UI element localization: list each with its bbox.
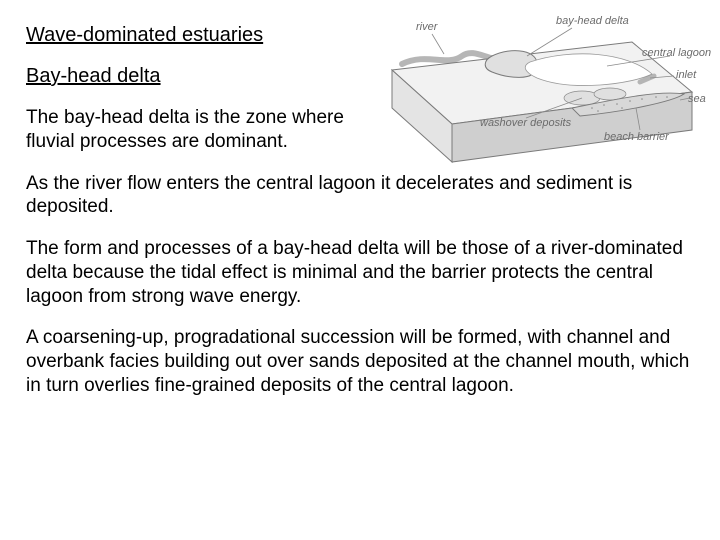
paragraph-1: The bay-head delta is the zone where flu…	[26, 106, 386, 154]
estuary-diagram: river bay-head delta central lagoon wash…	[372, 12, 712, 168]
paragraph-2: As the river flow enters the central lag…	[26, 172, 694, 220]
label-bayhead: bay-head delta	[556, 15, 629, 27]
label-beach-barrier: beach barrier	[604, 131, 670, 143]
label-river: river	[416, 21, 439, 33]
paragraph-4: A coarsening-up, progradational successi…	[26, 326, 694, 397]
label-inlet: inlet	[676, 69, 697, 81]
paragraph-3: The form and processes of a bay-head del…	[26, 237, 694, 308]
label-sea: sea	[688, 93, 706, 105]
label-washover: washover deposits	[480, 117, 572, 129]
label-central-lagoon: central lagoon	[642, 47, 711, 59]
